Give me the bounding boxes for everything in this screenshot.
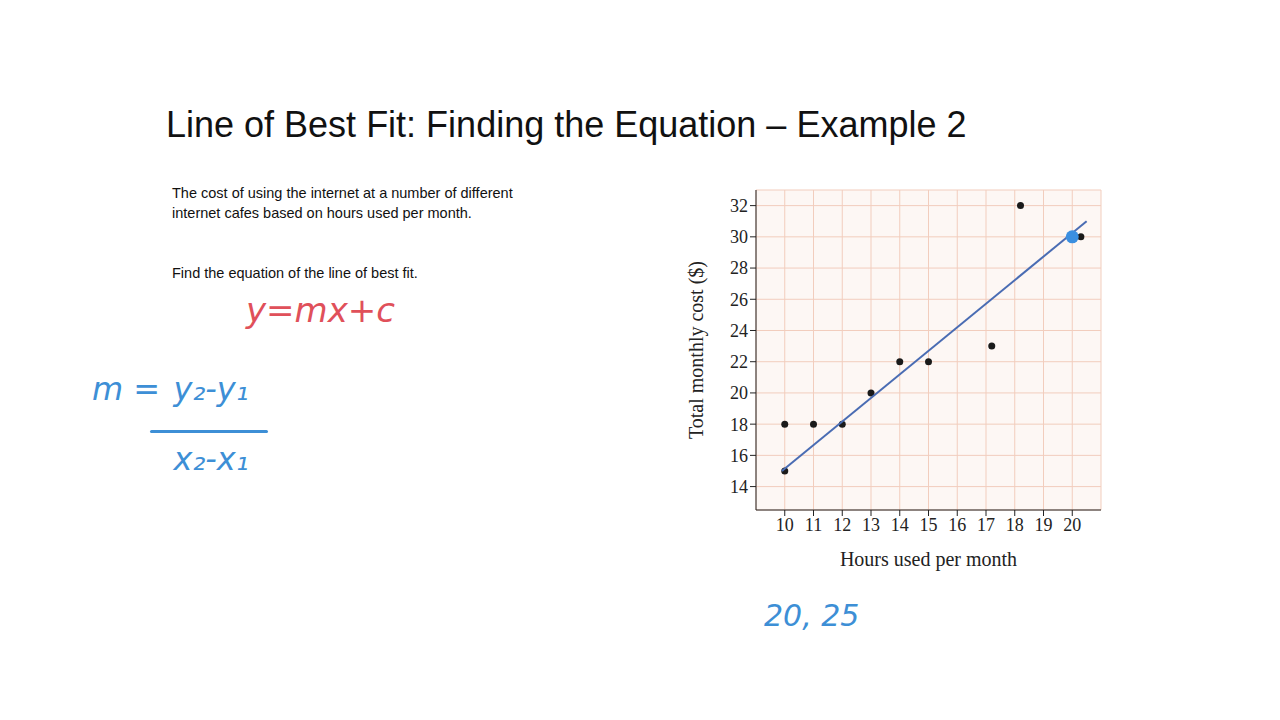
svg-text:16: 16	[730, 446, 748, 466]
html-text:Find the equation of the line: Find the equation of the line of best fi…	[172, 265, 418, 281]
svg-text:12: 12	[833, 515, 851, 535]
svg-text:Total monthly cost ($): Total monthly cost ($)	[685, 261, 708, 439]
svg-text:32: 32	[730, 196, 748, 216]
html-text:m = y₂-y₁: m = y₂-y₁	[92, 370, 249, 408]
svg-text:20: 20	[730, 383, 748, 403]
svg-text:18: 18	[1006, 515, 1024, 535]
svg-text:19: 19	[1035, 515, 1053, 535]
html-text:internet cafes based on hours: internet cafes based on hours used per m…	[172, 205, 472, 221]
svg-text:28: 28	[730, 258, 748, 278]
html-text:20, 25: 20, 25	[764, 598, 860, 633]
svg-text:14: 14	[891, 515, 909, 535]
html-text:Line of Best Fit: Finding the: Line of Best Fit: Finding the Equation –…	[166, 104, 967, 145]
svg-text:17: 17	[977, 515, 995, 535]
html-text:y=mx+c: y=mx+c	[246, 290, 395, 330]
svg-text:13: 13	[862, 515, 880, 535]
svg-text:22: 22	[730, 352, 748, 372]
svg-text:26: 26	[730, 290, 748, 310]
svg-text:15: 15	[920, 515, 938, 535]
svg-text:10: 10	[776, 515, 794, 535]
svg-text:20: 20	[1063, 515, 1081, 535]
svg-text:16: 16	[948, 515, 966, 535]
html-text:The cost of using the internet: The cost of using the internet at a numb…	[172, 185, 513, 201]
svg-text:24: 24	[730, 321, 748, 341]
svg-text:11: 11	[805, 515, 822, 535]
html-text:x₂-x₁: x₂-x₁	[173, 440, 249, 478]
svg-text:18: 18	[730, 415, 748, 435]
svg-text:30: 30	[730, 227, 748, 247]
svg-text:14: 14	[730, 477, 748, 497]
svg-text:Hours used per month: Hours used per month	[840, 548, 1017, 571]
